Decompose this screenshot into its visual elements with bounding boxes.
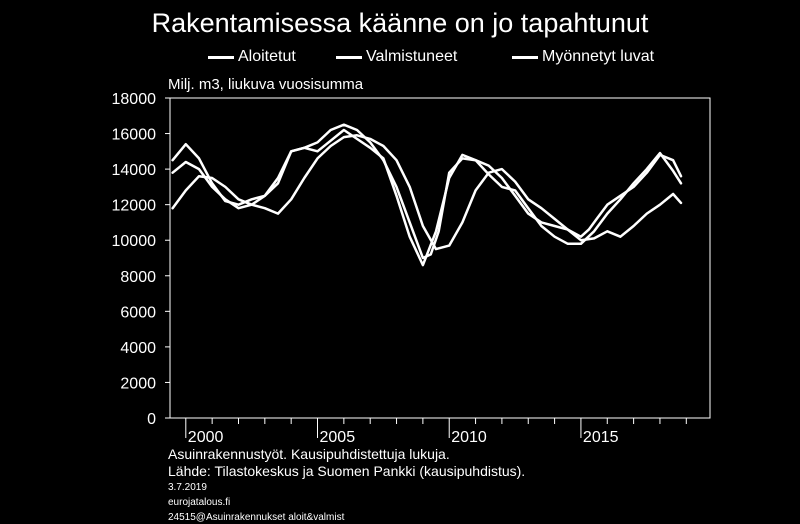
legend-swatch	[512, 55, 538, 59]
legend-item-valmistuneet: Valmistuneet	[336, 48, 457, 66]
x-tick-label: 2005	[320, 429, 356, 446]
footnote-description: Asuinrakennustyöt. Kausipuhdistettuja lu…	[168, 446, 450, 462]
legend-swatch	[208, 55, 234, 59]
legend-label: Myönnetyt luvat	[542, 48, 655, 65]
legend: Aloitetut Valmistuneet Myönnetyt luvat	[0, 48, 800, 70]
chart-title: Rakentamisessa käänne on jo tapahtunut	[151, 8, 649, 38]
footnote-source: Lähde: Tilastokeskus ja Suomen Pankki (k…	[168, 463, 526, 479]
y-tick-label: 0	[147, 411, 156, 428]
series-line-aloitetut	[171, 123, 683, 260]
x-tick-label: 2000	[188, 429, 224, 446]
y-tick-label: 16000	[112, 127, 157, 144]
plot-frame	[169, 97, 711, 419]
publish-date: 3.7.2019	[168, 482, 207, 493]
y-tick-label: 18000	[112, 91, 157, 108]
legend-item-myonnetyt-luvat: Myönnetyt luvat	[512, 48, 654, 66]
site-name: eurojatalous.fi	[168, 497, 231, 508]
y-tick-label: 8000	[120, 269, 156, 286]
y-tick-label: 10000	[112, 233, 157, 250]
legend-swatch	[336, 55, 362, 59]
legend-label: Valmistuneet	[366, 48, 458, 65]
x-tick-label: 2010	[451, 429, 487, 446]
series-line-my-nnetyt-luvat	[171, 128, 683, 267]
y-tick-label: 2000	[120, 375, 156, 392]
legend-label: Aloitetut	[238, 48, 296, 65]
y-tick-label: 4000	[120, 340, 156, 357]
chart-code: 24515@Asuinrakennukset aloit&valmist	[168, 512, 345, 523]
legend-item-aloitetut: Aloitetut	[208, 48, 296, 66]
x-tick-label: 2015	[583, 429, 619, 446]
y-tick-label: 6000	[120, 304, 156, 321]
y-axis-unit-label: Milj. m3, liukuva vuosisumma	[168, 76, 364, 93]
y-tick-label: 12000	[112, 198, 157, 215]
y-tick-label: 14000	[112, 162, 157, 179]
series-line-valmistuneet	[171, 134, 683, 251]
